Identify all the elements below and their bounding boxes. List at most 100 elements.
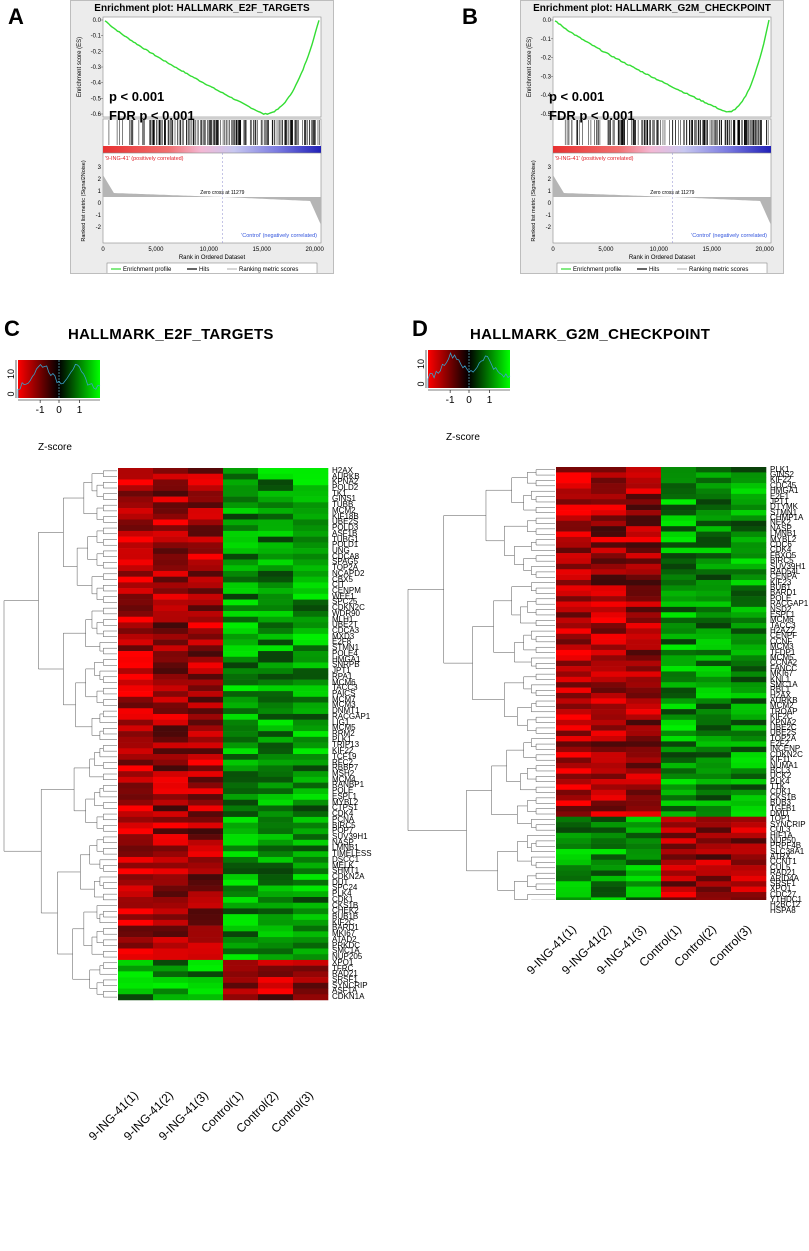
heatmap-cell xyxy=(556,676,592,683)
heatmap-cell xyxy=(258,731,294,738)
heatmap-cell xyxy=(661,682,697,688)
gene-label: CDCA3 xyxy=(332,626,360,636)
gene-label: GINS1 xyxy=(332,494,357,504)
heatmap-cell xyxy=(731,865,767,871)
heatmap-cell xyxy=(223,822,259,829)
gene-label: H2BC12 xyxy=(770,900,801,910)
gene-label: RAD21 xyxy=(332,969,358,979)
heatmap-cell xyxy=(258,799,294,806)
heatmap-cell xyxy=(188,656,224,663)
gene-label: HMGA1 xyxy=(770,486,799,496)
heatmap-cell xyxy=(223,691,259,698)
heatmap-cell xyxy=(661,596,697,602)
heatmap-cell xyxy=(223,731,259,738)
heatmap-cell xyxy=(188,879,224,886)
gene-label: CKS1B xyxy=(770,792,797,802)
hist-tick: 0 xyxy=(416,381,426,386)
heatmap-cell xyxy=(556,666,592,672)
heatmap-cell xyxy=(223,519,259,526)
heatmap-cell xyxy=(731,762,767,769)
heatmap-cell xyxy=(696,752,732,758)
heatmap-cell xyxy=(188,633,224,640)
heatmap-cell xyxy=(258,754,294,761)
heatmap-cell xyxy=(188,645,224,652)
gene-label: GINS2 xyxy=(770,470,795,480)
heatmap-cell xyxy=(293,553,329,560)
gene-label: MCM3 xyxy=(770,642,794,652)
heatmap-cell xyxy=(223,702,259,709)
heatmap-cell xyxy=(731,510,767,516)
heatmap-cell xyxy=(188,685,224,692)
heatmap-cell xyxy=(153,582,189,589)
heatmap-cell xyxy=(258,576,294,583)
z-tick: 1 xyxy=(77,405,83,416)
heatmap-cell xyxy=(258,742,294,749)
z-tick: -1 xyxy=(446,395,455,406)
heatmap-cell xyxy=(258,914,294,921)
heatmap-cell xyxy=(188,914,224,921)
heatmap-cell xyxy=(626,773,662,780)
heatmap-cell xyxy=(626,671,662,678)
heatmap-cell xyxy=(118,822,154,829)
x-tick: 0 xyxy=(551,247,555,253)
heatmap-cell xyxy=(153,942,189,949)
heatmap-cell xyxy=(731,897,767,900)
heatmap-cell xyxy=(661,606,697,613)
x-tick: 15,000 xyxy=(703,247,722,253)
heatmap-cell xyxy=(258,668,294,675)
heatmap-cell xyxy=(591,536,627,543)
heatmap-cell xyxy=(696,881,732,887)
heatmap-cell xyxy=(118,570,154,577)
heatmap-cell xyxy=(626,762,662,769)
gene-label: TGFB1 xyxy=(770,803,796,813)
heatmap-cell xyxy=(591,617,627,624)
gene-label: RACGAP1 xyxy=(332,711,371,721)
heatmap-cells xyxy=(556,467,767,900)
heatmap-cell xyxy=(626,795,662,801)
heatmap-cell xyxy=(731,709,767,715)
heatmap-cell xyxy=(118,639,154,646)
heatmap-cell xyxy=(293,908,329,915)
heatmap-cell xyxy=(258,679,294,686)
heatmap-cell xyxy=(188,982,224,989)
heatmap-cell xyxy=(556,558,592,565)
heatmap-cell xyxy=(556,526,592,532)
heatmap-cell xyxy=(626,590,662,597)
heatmap-cell xyxy=(118,548,154,555)
gene-label: XPO1 xyxy=(332,957,354,967)
heatmap-cell xyxy=(258,919,294,926)
heatmap-cell xyxy=(258,696,294,703)
heatmap-cell xyxy=(293,622,329,629)
heatmap-cell xyxy=(731,719,767,726)
heatmap-cell xyxy=(153,839,189,846)
heatmap-cell xyxy=(626,757,662,764)
heatmap-cell xyxy=(258,982,294,989)
heatmap-cell xyxy=(188,799,224,806)
heatmap-cell xyxy=(661,644,697,651)
heatmap-cell xyxy=(223,759,259,766)
heatmap-cell xyxy=(258,736,294,743)
heatmap-cell xyxy=(118,479,154,486)
heatmap-cell xyxy=(188,937,224,944)
heatmap-cell xyxy=(626,563,662,570)
heatmap-cell xyxy=(556,719,592,726)
heatmap-cell xyxy=(153,925,189,932)
gene-label: MKI67 xyxy=(332,929,356,939)
heatmap-cell xyxy=(118,885,154,892)
es-plot-area xyxy=(552,16,772,118)
gsea-chart: 0.0 -0.1 -0.2 -0.3 -0.4 -0.5 Enrichment score … xyxy=(527,16,774,273)
heatmap-cell xyxy=(293,845,329,852)
heatmap-cell xyxy=(556,488,592,495)
heatmap-cell xyxy=(258,856,294,863)
heatmap-cell xyxy=(556,746,592,753)
heatmap-cell xyxy=(591,698,627,705)
heatmap-cell xyxy=(258,525,294,532)
heatmap-cell xyxy=(153,862,189,869)
legend-entry: Enrichment profile xyxy=(573,267,622,273)
gsea-title: Enrichment plot: HALLMARK_E2F_TARGETS xyxy=(94,3,310,14)
heatmap-cell xyxy=(153,548,189,555)
heatmap-cell xyxy=(661,784,697,791)
heatmap-cell xyxy=(188,576,224,583)
gene-label: CENPA xyxy=(770,572,797,582)
heatmap-cell xyxy=(731,816,767,823)
